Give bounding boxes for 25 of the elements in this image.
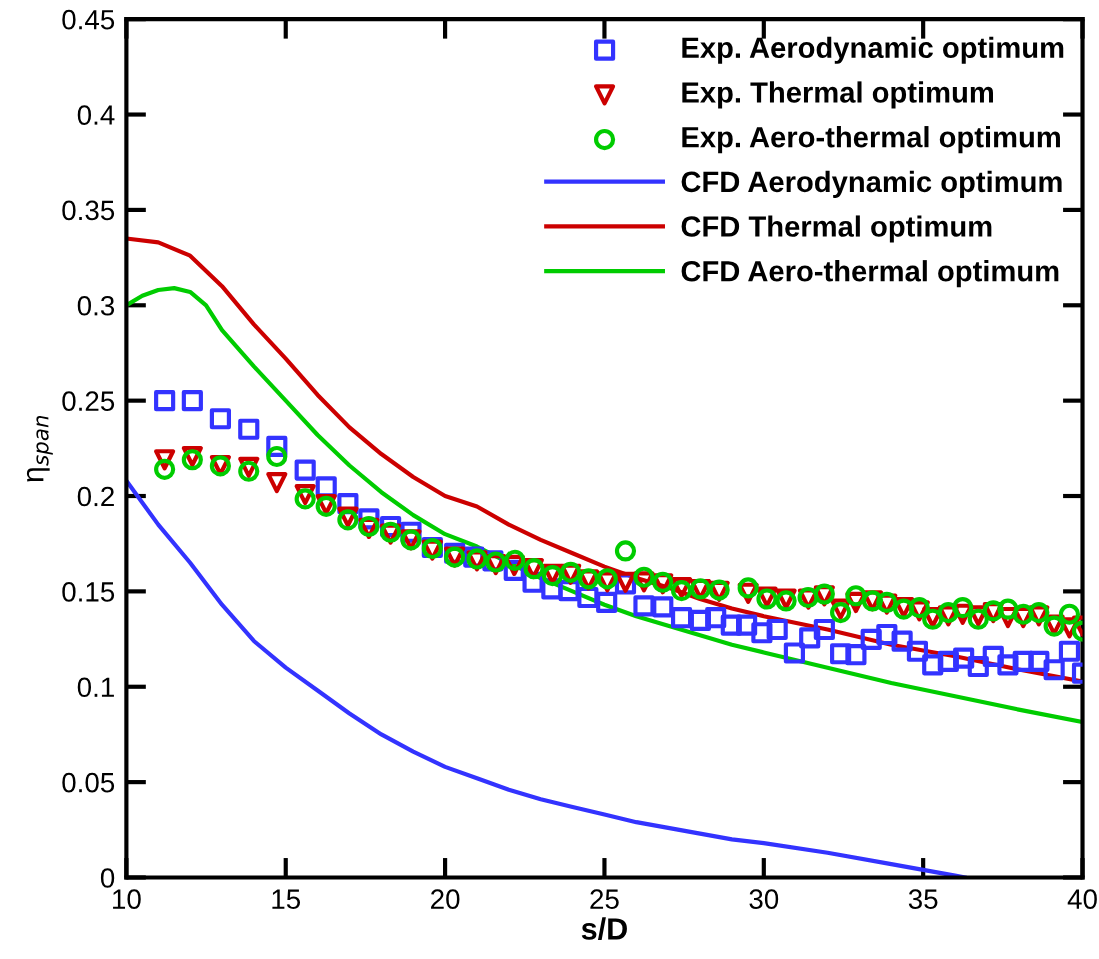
y-tick-label: 0.2 bbox=[77, 486, 114, 507]
x-tick-label: 15 bbox=[272, 889, 301, 909]
x-tick-label: 40 bbox=[1067, 889, 1097, 909]
y-tick-label: 0.4 bbox=[77, 105, 115, 125]
legend-label: CFD Aero-thermal optimum bbox=[681, 260, 1059, 288]
legend-label: CFD Aerodynamic optimum bbox=[681, 170, 1062, 198]
legend-label: CFD Thermal optimum bbox=[681, 215, 992, 243]
y-tick-label: 0.45 bbox=[62, 9, 115, 30]
y-tick-label: 0.15 bbox=[62, 582, 115, 602]
x-tick-label: 20 bbox=[431, 889, 460, 909]
x-tick-label: 35 bbox=[908, 889, 938, 909]
x-axis-title: s/D bbox=[581, 917, 627, 941]
legend-label: Exp. Thermal optimum bbox=[682, 81, 993, 109]
y-tick-label: 0 bbox=[100, 868, 115, 888]
y-tick-label: 0.25 bbox=[62, 391, 115, 411]
y-axis-title: η$_{span}$ bbox=[26, 415, 53, 482]
x-tick-label: 10 bbox=[113, 889, 141, 909]
legend-label: Exp. Aerodynamic optimum bbox=[682, 36, 1064, 64]
y-tick-label: 0.05 bbox=[62, 772, 115, 793]
x-tick-label: 30 bbox=[749, 889, 779, 909]
x-tick-label: 25 bbox=[590, 889, 619, 909]
y-tick-label: 0.3 bbox=[77, 295, 115, 316]
y-tick-label: 0.35 bbox=[62, 200, 115, 221]
legend-label: Exp. Aero-thermal optimum bbox=[682, 126, 1060, 154]
y-tick-label: 0.1 bbox=[77, 677, 114, 698]
